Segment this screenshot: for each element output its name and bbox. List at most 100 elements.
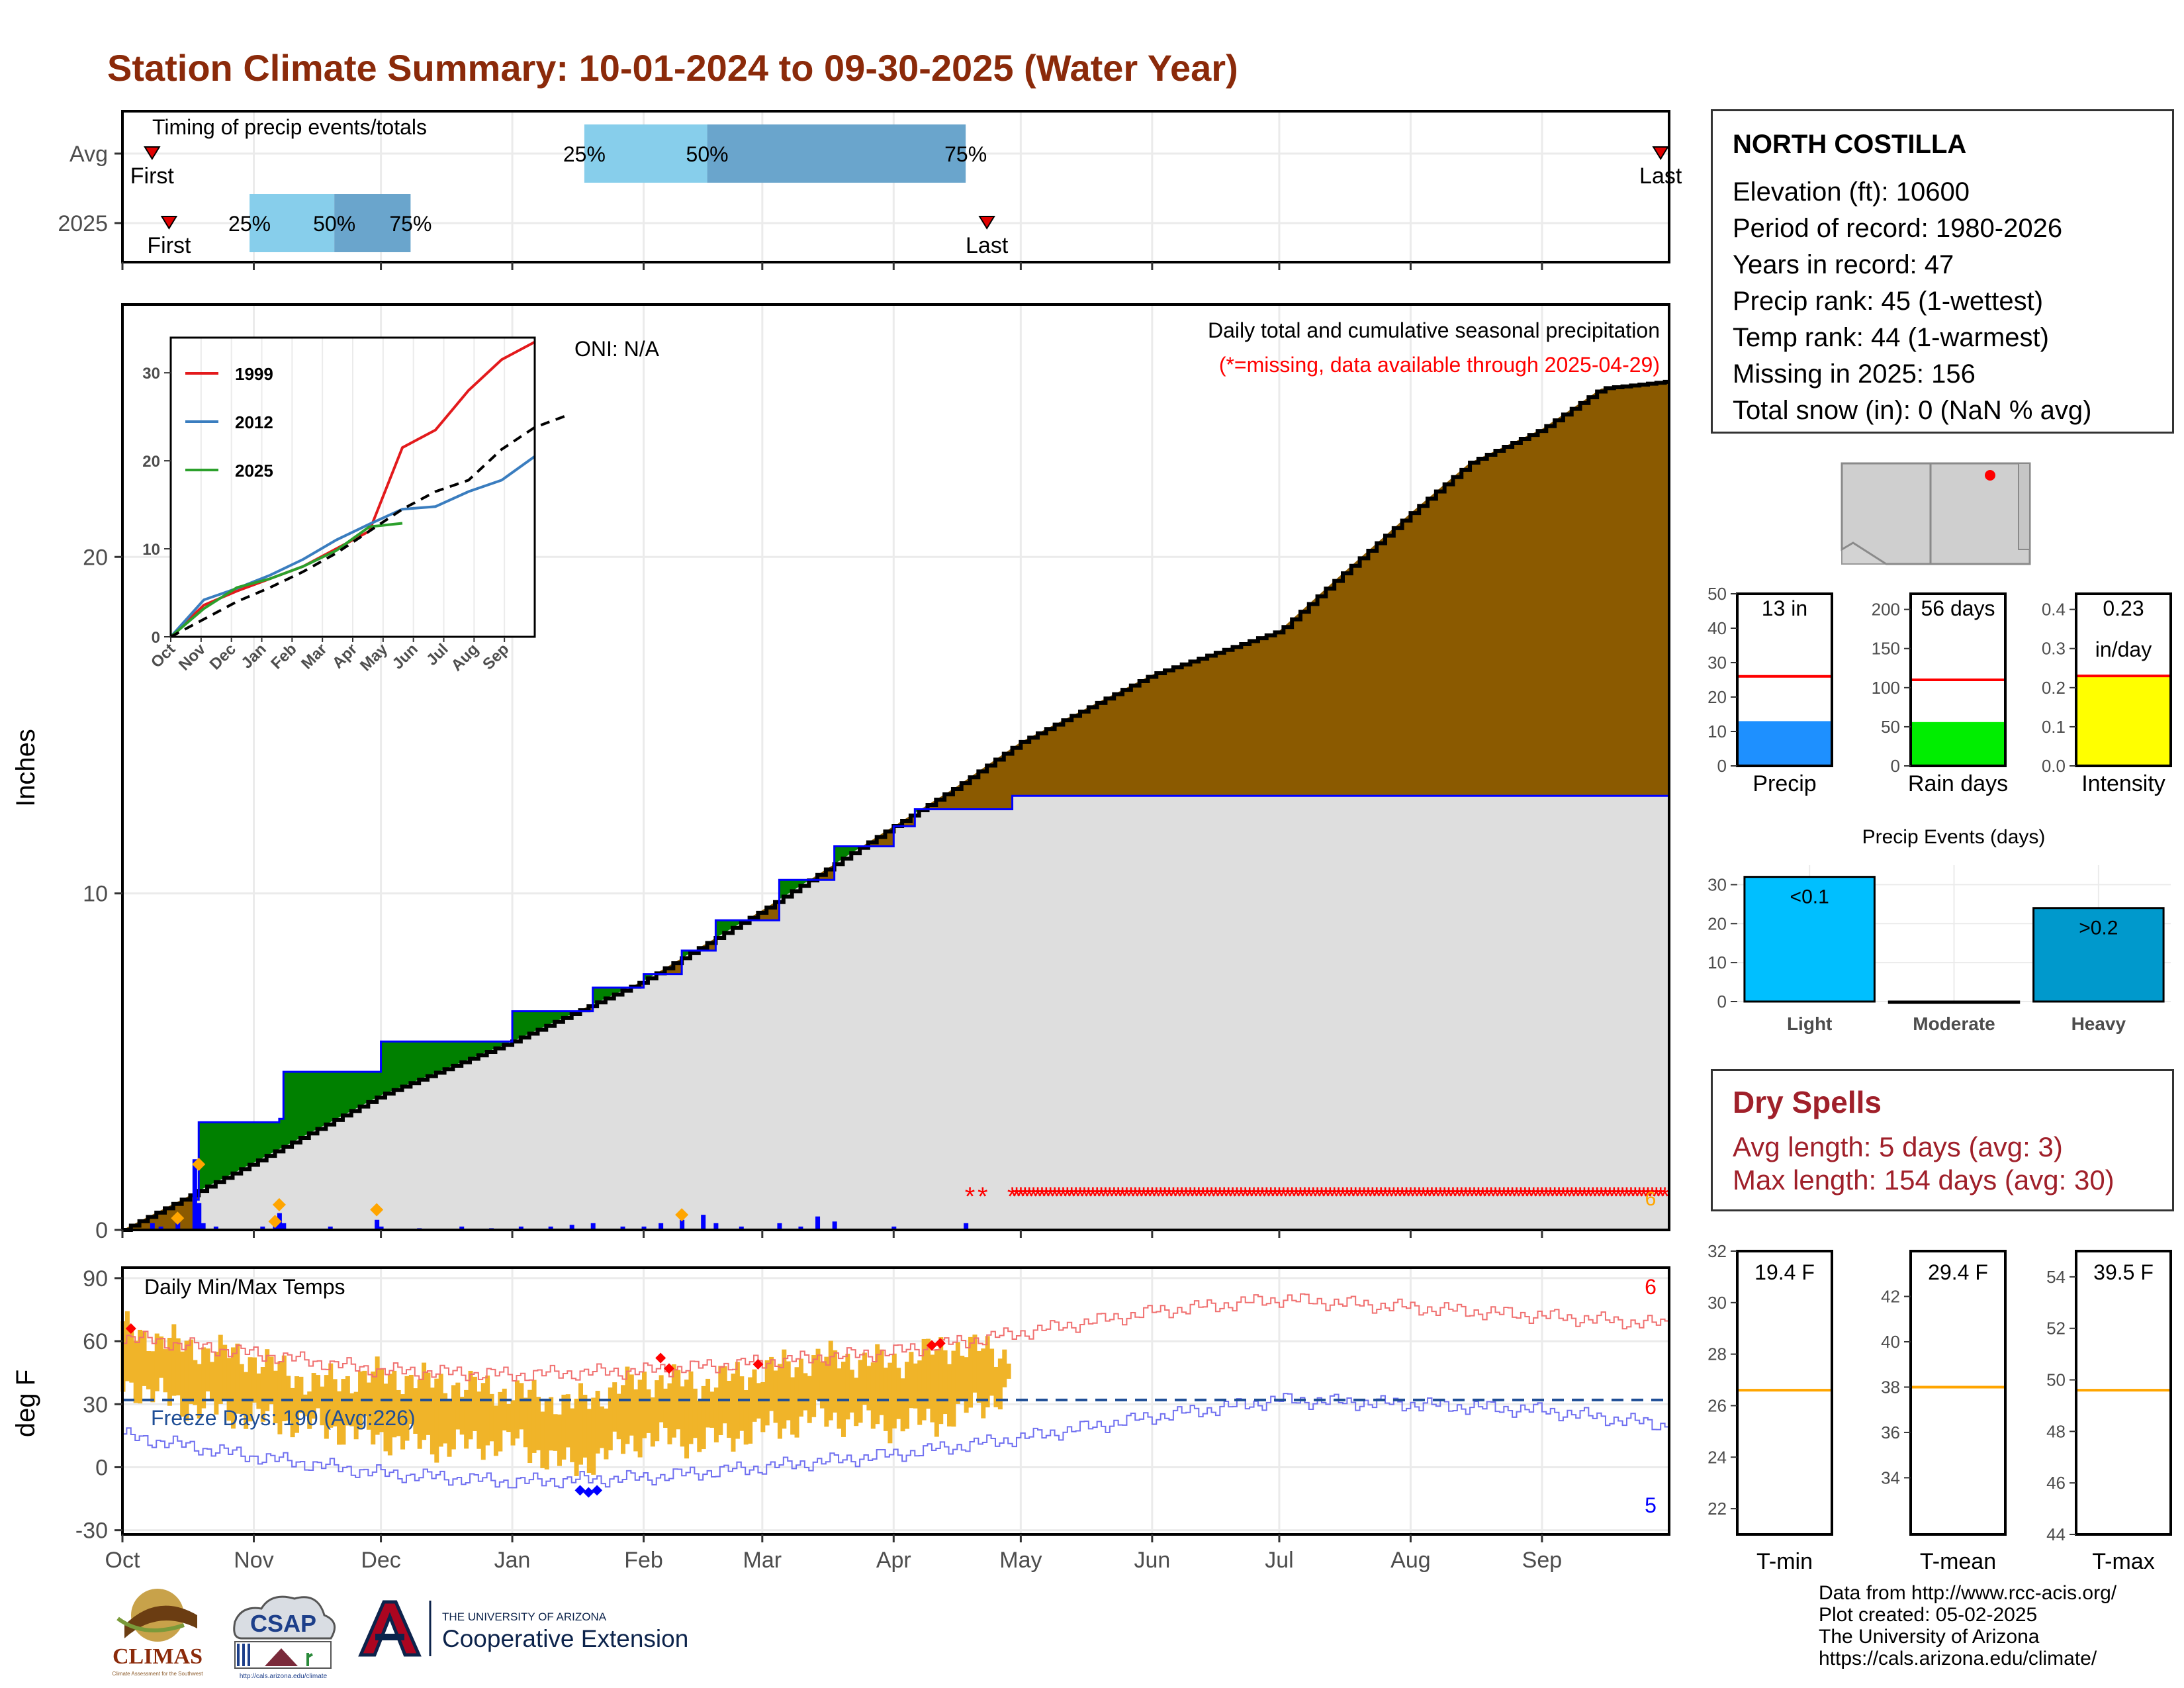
precip-missing-marker: * bbox=[1371, 1182, 1382, 1211]
temp-daily-range-bar bbox=[616, 1393, 621, 1440]
temp-daily-range-bar bbox=[455, 1382, 461, 1430]
temp-daily-range-bar bbox=[997, 1358, 1003, 1410]
precip-missing-marker: * bbox=[1244, 1182, 1255, 1211]
precip-missing-marker: * bbox=[1032, 1182, 1043, 1211]
temp-daily-range-bar bbox=[934, 1349, 939, 1437]
precip-missing-marker: * bbox=[1588, 1182, 1598, 1211]
climas-logo: CLIMAS Climate Assessment for the Southw… bbox=[113, 1589, 203, 1677]
temp-daily-range-bar bbox=[205, 1348, 210, 1391]
temp-daily-range-bar bbox=[798, 1358, 803, 1417]
events-bar-label-2: >0.2 bbox=[2079, 917, 2118, 939]
temp-xtick-label-9: Jul bbox=[1265, 1548, 1293, 1573]
precip-missing-marker: * bbox=[1385, 1182, 1395, 1211]
temp-daily-range-bar bbox=[692, 1388, 698, 1438]
temp-daily-range-bar bbox=[727, 1380, 732, 1438]
total-ytick-label-1-2: 100 bbox=[1872, 678, 1900, 698]
precip-missing-marker: * bbox=[1643, 1182, 1653, 1211]
precip-panel-title: Daily total and cumulative seasonal prec… bbox=[1208, 318, 1660, 342]
timing-last-label-1: Last bbox=[966, 233, 1009, 258]
precip-missing-marker: * bbox=[1134, 1182, 1145, 1211]
temp-daily-range-bar bbox=[557, 1414, 562, 1466]
temp-daily-range-bar bbox=[989, 1348, 995, 1396]
temp-xtick-label-7: May bbox=[999, 1548, 1042, 1573]
precip-snow-marker bbox=[171, 1211, 185, 1225]
temp-daily-range-bar bbox=[514, 1380, 520, 1439]
csap-logo-text: CSAP bbox=[250, 1610, 316, 1637]
temp-daily-range-bar bbox=[328, 1363, 334, 1428]
precip-missing-marker: * bbox=[1117, 1182, 1128, 1211]
temp-daily-range-bar bbox=[459, 1396, 465, 1435]
total-ytick-label-2-3: 0.3 bbox=[2042, 639, 2066, 659]
total-panel-label-0: Precip bbox=[1752, 771, 1816, 796]
precip-missing-marker: * bbox=[1342, 1182, 1353, 1211]
meantemp-panel-bg-0 bbox=[1737, 1251, 1832, 1534]
temp-daily-range-bar bbox=[222, 1344, 228, 1401]
meantemp-ytick-label-2-3: 50 bbox=[2046, 1370, 2066, 1390]
events-category-label-1: Moderate bbox=[1913, 1013, 1995, 1034]
events-category-label-2: Heavy bbox=[2071, 1013, 2126, 1034]
precip-missing-marker: * bbox=[1406, 1182, 1416, 1211]
precip-missing-marker: * bbox=[1499, 1182, 1510, 1211]
temp-daily-range-bar bbox=[260, 1367, 265, 1422]
station-missing: Missing in 2025: 156 bbox=[1733, 359, 1976, 389]
precip-missing-marker: * bbox=[1300, 1182, 1310, 1211]
temp-xtick-label-6: Apr bbox=[876, 1548, 911, 1573]
precip-missing-marker: * bbox=[1206, 1182, 1217, 1211]
temp-daily-range-bar bbox=[600, 1406, 605, 1448]
precip-daily-bar bbox=[891, 1226, 897, 1230]
temp-daily-range-bar bbox=[167, 1337, 172, 1406]
csap-logo-rain bbox=[237, 1644, 250, 1666]
dry-spells-max: Max length: 154 days (avg: 30) bbox=[1733, 1164, 2115, 1196]
meantemp-ytick-label-0-0: 22 bbox=[1707, 1499, 1727, 1519]
temp-daily-range-bar bbox=[608, 1387, 613, 1450]
temp-daily-range-bar bbox=[218, 1335, 223, 1404]
temp-daily-range-bar bbox=[535, 1397, 541, 1450]
temp-daily-range-bar bbox=[150, 1351, 156, 1403]
precip-missing-marker: * bbox=[1401, 1182, 1412, 1211]
temp-record-high-marker bbox=[934, 1338, 946, 1349]
precip-missing-marker: * bbox=[1041, 1182, 1052, 1211]
temp-daily-range-bar bbox=[349, 1393, 355, 1427]
events-category-label-0: Light bbox=[1787, 1013, 1832, 1034]
state-map-station-marker bbox=[1985, 470, 1995, 481]
meantemp-panel-label-1: T-mean bbox=[1920, 1549, 1996, 1574]
precip-missing-marker: * bbox=[1456, 1182, 1467, 1211]
precip-missing-marker: * bbox=[1355, 1182, 1365, 1211]
csap-logo-cloud bbox=[233, 1595, 336, 1640]
meantemp-ytick-label-2-4: 52 bbox=[2046, 1319, 2066, 1338]
temp-daily-range-bar bbox=[976, 1350, 981, 1403]
precip-observed-area bbox=[122, 796, 1669, 1230]
meantemp-panel-frame-2 bbox=[2075, 1250, 2172, 1536]
precip-missing-marker: * bbox=[1609, 1182, 1619, 1211]
precip-daily-bar bbox=[659, 1223, 664, 1230]
precip-missing-marker: * bbox=[1113, 1182, 1124, 1211]
total-value-label-2: 0.23 bbox=[2103, 596, 2144, 620]
temp-daily-range-bar bbox=[371, 1371, 376, 1445]
temp-daily-range-bar bbox=[175, 1338, 181, 1395]
temp-daily-range-bar bbox=[862, 1352, 867, 1405]
precip-missing-marker: * bbox=[1427, 1182, 1437, 1211]
precip-missing-marker: * bbox=[1240, 1182, 1251, 1211]
total-ytick-label-1-1: 50 bbox=[1881, 717, 1900, 737]
precip-oni-label: ONI: N/A bbox=[574, 337, 660, 361]
temp-normal-min-line bbox=[122, 1393, 1670, 1489]
temp-xtick-label-11: Sep bbox=[1522, 1548, 1563, 1573]
temp-daily-range-bar bbox=[138, 1329, 143, 1404]
inset-legend-label-2025: 2025 bbox=[235, 461, 273, 481]
temp-daily-range-bar bbox=[159, 1336, 164, 1378]
temp-min-count: 5 bbox=[1645, 1493, 1657, 1517]
temp-daily-range-bar bbox=[981, 1348, 986, 1419]
meantemp-ytick-label-0-1: 24 bbox=[1707, 1447, 1727, 1467]
temp-daily-range-bar bbox=[612, 1382, 617, 1432]
precip-panel-subtitle: (*=missing, data available through 2025-… bbox=[1219, 353, 1660, 377]
precip-daily-bar bbox=[590, 1223, 596, 1230]
temp-record-high-marker bbox=[926, 1340, 937, 1351]
precip-missing-marker: * bbox=[1050, 1182, 1060, 1211]
temp-daily-range-bar bbox=[332, 1379, 338, 1427]
temp-daily-range-bar bbox=[574, 1398, 579, 1476]
precip-missing-marker: * bbox=[1062, 1182, 1073, 1211]
precip-y-axis-label: Inches bbox=[11, 729, 40, 807]
precip-missing-marker: * bbox=[1418, 1182, 1429, 1211]
temp-daily-range-bar bbox=[472, 1376, 477, 1431]
precip-missing-marker: * bbox=[1634, 1182, 1645, 1211]
